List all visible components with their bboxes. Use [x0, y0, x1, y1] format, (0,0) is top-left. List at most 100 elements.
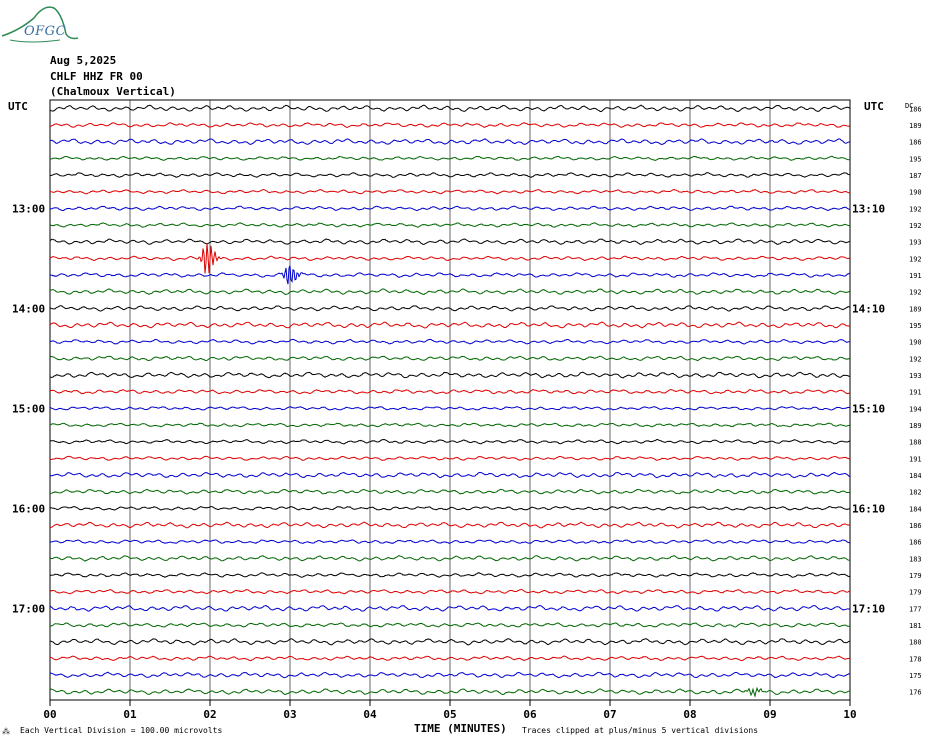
dc-offset-label: 190 [909, 189, 922, 197]
x-tick-label: 10 [843, 708, 856, 721]
plot-date: Aug 5,2025 [50, 54, 117, 67]
trace-row-6 [49, 205, 851, 212]
trace-row-3 [49, 155, 851, 161]
trace-row-15 [49, 355, 851, 362]
trace-row-26 [49, 539, 851, 544]
dc-offset-label: 192 [909, 289, 922, 297]
trace-row-35 [49, 686, 851, 698]
trace-row-7 [49, 222, 851, 228]
ofgc-logo [1, 6, 79, 43]
x-tick-label: 06 [523, 708, 537, 721]
trace-row-19 [49, 422, 851, 428]
left-axis-title: UTC [8, 100, 28, 113]
dc-offset-label: 184 [909, 505, 922, 513]
dc-offset-label: 186 [909, 539, 922, 547]
dc-offset-label: 195 [909, 322, 922, 330]
dc-offset-label: 177 [909, 605, 922, 613]
trace-row-32 [49, 638, 851, 646]
dc-offset-label: 179 [909, 589, 922, 597]
station-code: CHLF HHZ FR 00 [50, 70, 143, 83]
trace-row-33 [49, 655, 851, 662]
scale-note: Each Vertical Division = 100.00 microvol… [20, 726, 223, 735]
dc-offset-label: 186 [909, 139, 922, 147]
trace-row-8 [49, 238, 851, 245]
station-location: (Chalmoux Vertical) [50, 85, 176, 98]
x-tick-label: 04 [363, 708, 377, 721]
left-hour-label: 17:00 [12, 602, 45, 615]
trace-row-18 [49, 406, 851, 411]
trace-row-22 [49, 471, 851, 479]
trace-row-24 [49, 506, 851, 511]
right-hour-label: 16:10 [852, 502, 885, 515]
dc-offset-label: 184 [909, 472, 922, 480]
dc-offset-label: 181 [909, 622, 922, 630]
dc-offset-label: 178 [909, 655, 922, 663]
x-tick-label: 03 [283, 708, 296, 721]
dc-offset-label: 182 [909, 489, 922, 497]
left-hour-label: 14:00 [12, 302, 45, 315]
x-tick-label: 00 [43, 708, 56, 721]
trace-row-30 [49, 604, 851, 612]
dc-offset-label: 186 [909, 105, 922, 113]
left-hour-label: 13:00 [12, 202, 45, 215]
dc-offset-label: 195 [909, 155, 922, 163]
trace-row-17 [49, 389, 851, 395]
dc-offset-label: 192 [909, 355, 922, 363]
right-hour-label: 13:10 [852, 202, 885, 215]
scale-marker-icon: ⁂ [2, 727, 10, 736]
dc-offset-label: 180 [909, 639, 922, 647]
x-axis-title: TIME (MINUTES) [414, 722, 507, 735]
dc-offset-label: 188 [909, 439, 922, 447]
x-tick-label: 07 [603, 708, 616, 721]
right-hour-label: 17:10 [852, 602, 885, 615]
x-tick-label: 02 [203, 708, 216, 721]
trace-row-14 [49, 338, 851, 345]
trace-row-0 [49, 104, 851, 113]
trace-row-31 [49, 622, 851, 628]
right-hour-label: 14:10 [852, 302, 885, 315]
trace-row-28 [49, 572, 851, 578]
trace-row-5 [49, 188, 851, 195]
dc-offset-label: 190 [909, 339, 922, 347]
trace-row-23 [49, 488, 851, 495]
dc-offset-label: 192 [909, 222, 922, 230]
dc-offset-label: 183 [909, 555, 922, 563]
dc-offset-label: 175 [909, 672, 922, 680]
trace-row-34 [49, 671, 851, 679]
dc-offset-label: 189 [909, 422, 922, 430]
dc-header: DC [905, 102, 913, 110]
trace-row-16 [49, 371, 851, 379]
trace-row-2 [49, 138, 851, 146]
trace-row-29 [49, 588, 851, 595]
dc-offset-label: 192 [909, 205, 922, 213]
trace-row-1 [49, 121, 851, 128]
x-tick-label: 05 [443, 708, 456, 721]
trace-row-13 [49, 321, 851, 329]
x-tick-label: 01 [123, 708, 137, 721]
dc-offset-label: 176 [909, 689, 922, 697]
logo-text: OFGC [24, 24, 67, 39]
dc-offset-label: 194 [909, 405, 922, 413]
trace-row-11 [49, 288, 851, 296]
trace-row-27 [49, 555, 851, 562]
trace-row-9 [49, 243, 851, 274]
trace-row-12 [49, 305, 851, 312]
dc-offset-label: 193 [909, 239, 922, 247]
dc-offset-label: 191 [909, 389, 922, 397]
dc-offset-label: 179 [909, 572, 922, 580]
trace-row-21 [49, 455, 851, 461]
dc-offset-label: 189 [909, 122, 922, 130]
left-hour-label: 15:00 [12, 402, 45, 415]
trace-row-20 [49, 438, 851, 445]
clip-note: Traces clipped at plus/minus 5 vertical … [522, 726, 759, 735]
dc-offset-label: 191 [909, 455, 922, 463]
dc-offset-label: 193 [909, 372, 922, 380]
left-hour-label: 16:00 [12, 502, 45, 515]
right-axis-title: UTC [864, 100, 884, 113]
x-tick-label: 09 [763, 708, 776, 721]
dc-offset-label: 186 [909, 522, 922, 530]
dc-offset-label: 187 [909, 172, 922, 180]
trace-row-10 [49, 265, 851, 285]
dc-offset-label: 192 [909, 255, 922, 263]
